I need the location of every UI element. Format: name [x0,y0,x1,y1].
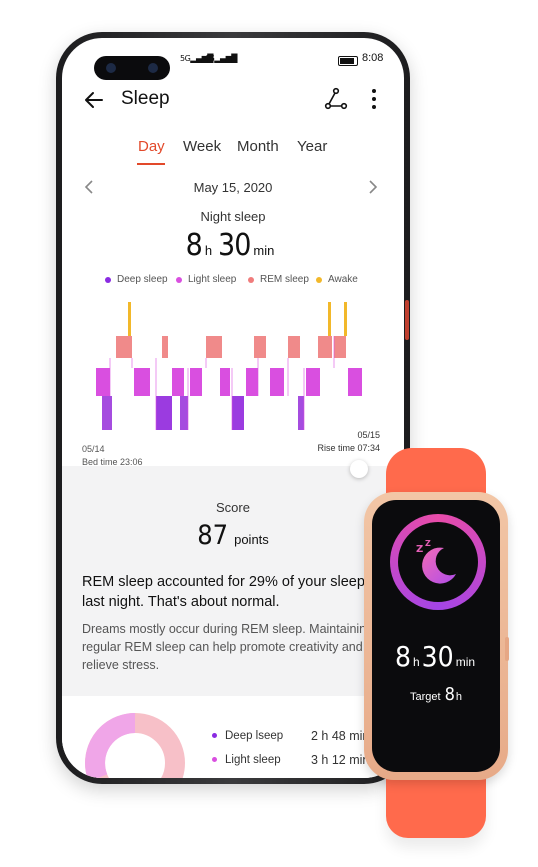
legend-dot [212,733,217,739]
rise-time: Rise time 07:34 [317,443,380,453]
deep-sleep-segment [232,396,244,430]
light-sleep-segment [348,368,362,396]
phone-side-button [405,300,409,340]
rem-sleep-segment [206,336,222,358]
deep-sleep-segment [180,396,188,430]
band-target: Target 8h [409,684,462,705]
rem-sleep-segment [318,336,332,358]
share-icon[interactable] [324,86,348,112]
front-camera-icon [148,63,158,73]
legend-rem-sleep: REM sleep [248,274,309,285]
legend-dot [105,276,111,283]
stage-transition-lines [109,336,335,430]
breakdown-light-sleep-value: 3 h 12 min [311,753,370,767]
light-sleep-segment [190,368,202,396]
period-tabs: Day Week Month Year [62,138,404,168]
svg-text:Z: Z [416,544,423,555]
sleep-breakdown-donut [85,713,185,778]
more-options-icon[interactable] [368,86,380,112]
chart-scrub-handle[interactable] [350,460,368,478]
sleep-duration: 8 h 30 min [185,228,275,263]
page-title: Sleep [121,88,170,109]
selected-date: May 15, 2020 [193,180,273,195]
bed-time: Bed time 23:06 [82,457,143,467]
light-sleep-segment [96,368,110,396]
camera-cutout [94,56,170,80]
score-section [62,466,404,696]
band-sleep-duration: 8 h30 min [394,640,476,673]
legend-light-sleep: Light sleep [176,274,236,285]
tab-week[interactable]: Week [183,138,222,155]
awake-segment [328,302,331,336]
band-screen: Z Z 8 h30 min Target 8h [372,500,500,772]
smart-band: Z Z 8 h30 min Target 8h [364,448,509,848]
rem-sleep-segment [254,336,266,358]
deep-sleep-segment [156,396,172,430]
signal-5g-icon: 5G▂▄▆█ [180,54,213,63]
status-bar: 5G▂▄▆█ 4G▂▄▆█ 8:08 [62,38,404,80]
previous-date-icon[interactable] [82,178,96,196]
score-value: 87 points [197,520,269,551]
band-side-button [505,637,509,661]
rem-summary-title: REM sleep accounted for 29% of your slee… [82,574,365,610]
legend-deep-sleep: Deep sleep [105,274,168,285]
tab-month[interactable]: Month [237,138,279,155]
light-sleep-segment [134,368,150,396]
awake-segment [344,302,347,336]
breakdown-deep-sleep-value: 2 h 48 min [311,729,370,743]
back-arrow-icon[interactable] [82,88,106,112]
moon-sleep-icon: Z Z [416,539,456,584]
breakdown-deep-sleep: Deep lseep [212,730,283,742]
legend-dot [248,276,254,283]
rem-sleep-segment [116,336,132,358]
active-tab-indicator [137,163,165,165]
score-label: Score [216,500,250,515]
chart-end-date: 05/15 [357,430,380,440]
tab-day[interactable]: Day [138,138,165,155]
deep-sleep-segment [298,396,304,430]
light-sleep-segment [220,368,230,396]
rem-sleep-segment [334,336,346,358]
light-sleep-segment [172,368,184,396]
band-case: Z Z 8 h30 min Target 8h [364,492,509,780]
rem-summary-body: Dreams mostly occur during REM sleep. Ma… [82,622,374,672]
light-sleep-segment [246,368,258,396]
legend-dot [176,276,182,283]
signal-4g-icon: 4G▂▄▆█ [204,54,237,63]
tab-year[interactable]: Year [297,138,328,155]
svg-text:Z: Z [425,539,431,548]
front-camera-icon [106,63,116,73]
next-date-icon[interactable] [366,178,380,196]
chart-start-date: 05/14 [82,444,105,454]
night-sleep-label: Night sleep [200,209,266,224]
legend-dot [316,276,322,283]
rem-sleep-segment [288,336,300,358]
awake-segment [128,302,131,336]
sleep-breakdown-card [62,698,404,778]
chart-legend: Deep sleep Light sleep REM sleep Awake [62,274,404,288]
rem-sleep-segment [162,336,168,358]
legend-awake: Awake [316,274,358,285]
battery-icon [338,56,358,66]
sleep-stage-bars [96,302,362,430]
sleep-stage-chart [96,302,362,430]
sleep-ring: Z Z [390,514,486,610]
light-sleep-segment [270,368,284,396]
status-time: 8:08 [362,52,384,64]
light-sleep-segment [306,368,320,396]
deep-sleep-segment [102,396,112,430]
phone-screen: 5G▂▄▆█ 4G▂▄▆█ 8:08 Sleep Day Week Month … [62,38,404,778]
legend-dot [212,757,217,763]
breakdown-light-sleep: Light sleep [212,754,281,766]
